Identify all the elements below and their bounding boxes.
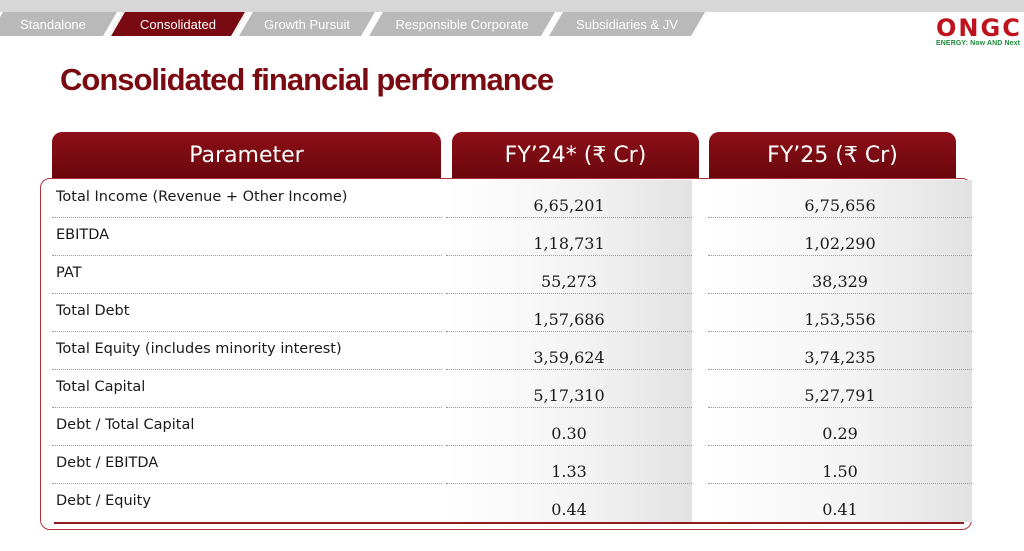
fy24-cell: 0.44	[446, 484, 692, 522]
ongc-logo: ONGC ENERGY: Now AND Next	[936, 14, 1022, 60]
tab-responsible-corporate[interactable]: Responsible Corporate	[367, 12, 557, 36]
tab-subsidiaries-jv[interactable]: Subsidiaries & JV	[547, 12, 707, 36]
parameter-cell: Total Debt	[52, 294, 442, 332]
tab-label: Responsible Corporate	[395, 16, 529, 32]
logo-mark: ONGC	[936, 14, 1022, 42]
parameter-cell: Total Capital	[52, 370, 442, 408]
tab-label: Consolidated	[140, 16, 216, 32]
page-title: Consolidated financial performance	[60, 62, 554, 97]
header-parameter: Parameter	[52, 132, 441, 178]
header-fy24: FY’24* (₹ Cr)	[452, 132, 699, 178]
parameter-cell: Debt / Equity	[52, 484, 442, 522]
fy24-cell: 55,273	[446, 256, 692, 294]
fy25-cell: 0.41	[708, 484, 972, 522]
parameter-cell: EBITDA	[52, 218, 442, 256]
fy24-cell: 1,57,686	[446, 294, 692, 332]
section-tabs: Standalone Consolidated Growth Pursuit R…	[0, 12, 720, 36]
tab-label: Subsidiaries & JV	[576, 16, 678, 32]
tab-growth-pursuit[interactable]: Growth Pursuit	[237, 12, 377, 36]
fy25-cell: 1,02,290	[708, 218, 972, 256]
tab-standalone[interactable]: Standalone	[0, 12, 119, 36]
parameter-cell: Debt / Total Capital	[52, 408, 442, 446]
fy24-cell: 6,65,201	[446, 180, 692, 218]
fy24-cell: 5,17,310	[446, 370, 692, 408]
fy24-cell: 1,18,731	[446, 218, 692, 256]
top-band	[0, 0, 1024, 12]
fy24-cell: 0.30	[446, 408, 692, 446]
fy25-cell: 5,27,791	[708, 370, 972, 408]
parameter-cell: Debt / EBITDA	[52, 446, 442, 484]
fy24-cell: 3,59,624	[446, 332, 692, 370]
fy25-cell: 3,74,235	[708, 332, 972, 370]
parameter-cell: PAT	[52, 256, 442, 294]
fy25-cell: 1.50	[708, 446, 972, 484]
fy25-cell: 6,75,656	[708, 180, 972, 218]
fy25-cell: 1,53,556	[708, 294, 972, 332]
parameter-cell: Total Equity (includes minority interest…	[52, 332, 442, 370]
tab-label: Growth Pursuit	[264, 16, 350, 32]
table-bottom-rule	[54, 522, 964, 524]
fy24-cell: 1.33	[446, 446, 692, 484]
fy25-cell: 0.29	[708, 408, 972, 446]
fy25-cell: 38,329	[708, 256, 972, 294]
parameter-cell: Total Income (Revenue + Other Income)	[52, 180, 442, 218]
tab-consolidated[interactable]: Consolidated	[109, 12, 247, 36]
logo-tagline: ENERGY: Now AND Next	[936, 40, 1021, 47]
tab-label: Standalone	[20, 16, 86, 32]
header-fy25: FY’25 (₹ Cr)	[709, 132, 956, 178]
